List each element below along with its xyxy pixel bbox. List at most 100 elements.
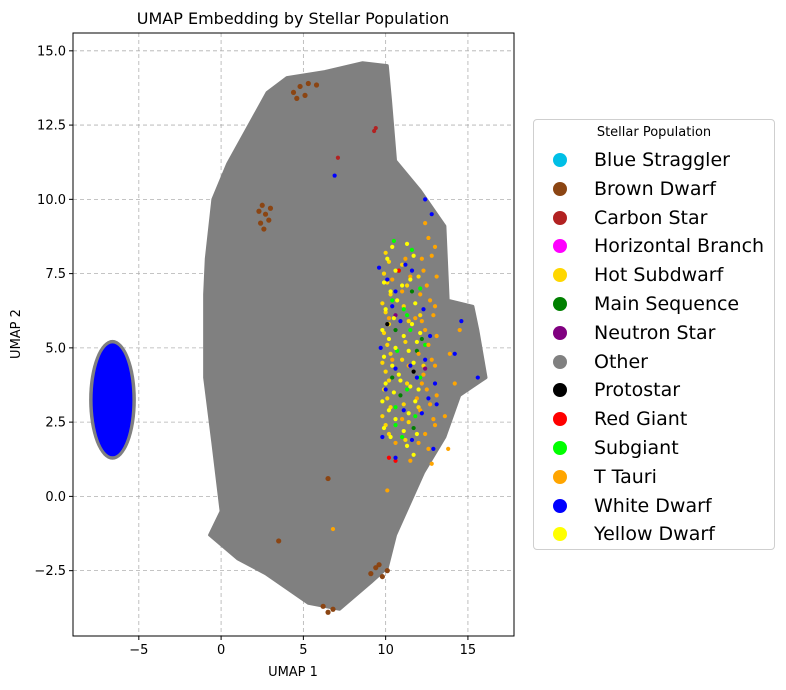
t-tauri-point — [452, 381, 457, 386]
t-tauri-point — [432, 244, 438, 249]
x-axis-ticks: −5 0 5 10 15 — [129, 636, 476, 658]
hot-subdwarf-point — [380, 360, 385, 365]
hot-subdwarf-point — [400, 357, 405, 362]
y-tick-label: 10.0 — [37, 193, 66, 208]
white-dwarf-point — [123, 381, 128, 386]
y-tick-label: −2.5 — [34, 564, 66, 579]
main-sequence-point — [419, 336, 424, 342]
white-dwarf-point — [376, 265, 382, 270]
legend-marker — [553, 297, 567, 311]
legend-marker — [553, 383, 567, 398]
brown-dwarf-point — [257, 220, 264, 226]
main-sequence-point — [409, 289, 415, 294]
hot-subdwarf-point — [404, 381, 410, 386]
hot-subdwarf-point — [416, 274, 421, 279]
yellow-dwarf-point — [390, 363, 395, 368]
t-tauri-point — [390, 357, 395, 362]
legend-marker — [553, 181, 567, 196]
legend-marker — [553, 210, 567, 225]
t-tauri-point — [385, 488, 390, 493]
legend-marker — [553, 498, 567, 513]
t-tauri-point — [390, 277, 395, 282]
t-tauri-point — [446, 446, 451, 451]
x-tick-label: 15 — [460, 643, 477, 658]
yellow-dwarf-point — [386, 408, 392, 413]
brown-dwarf-point — [305, 80, 311, 87]
legend-marker — [553, 239, 567, 254]
y-axis-label: UMAP 2 — [9, 309, 24, 359]
subgiant-point — [393, 422, 398, 428]
white-dwarf-point — [459, 319, 464, 324]
protostar-point — [411, 369, 416, 374]
hot-subdwarf-point — [418, 313, 423, 318]
yellow-dwarf-point — [406, 411, 411, 416]
y-tick-label: 12.5 — [37, 119, 66, 134]
other-cluster-main — [203, 61, 488, 611]
brown-dwarf-point — [325, 475, 331, 482]
t-tauri-point — [424, 283, 429, 288]
hot-subdwarf-point — [403, 339, 408, 345]
legend-marker — [553, 268, 567, 283]
legend-marker — [553, 354, 567, 369]
t-tauri-point — [400, 417, 405, 422]
white-dwarf-point — [475, 375, 480, 380]
white-dwarf-point — [107, 417, 112, 422]
t-tauri-point — [419, 381, 424, 386]
t-tauri-point — [386, 316, 392, 321]
subgiant-point — [401, 307, 406, 312]
legend-item-hot-subdwarf: Hot Subdwarf — [553, 261, 723, 289]
t-tauri-point — [432, 363, 438, 368]
legend-item-yellow-dwarf: Yellow Dwarf — [553, 520, 715, 548]
white-dwarf-point — [110, 431, 115, 437]
hot-subdwarf-point — [406, 319, 411, 324]
yellow-dwarf-point — [385, 256, 390, 261]
white-dwarf-point — [120, 434, 125, 440]
white-dwarf-point — [421, 307, 426, 312]
legend-item-white-dwarf: White Dwarf — [553, 492, 712, 520]
y-tick-label: 2.5 — [45, 416, 66, 431]
legend-marker — [553, 325, 567, 340]
t-tauri-point — [434, 274, 439, 279]
white-dwarf-point — [125, 411, 130, 416]
legend-item-blue-straggler: Blue Straggler — [553, 146, 730, 174]
legend-label: Carbon Star — [594, 206, 708, 229]
hot-subdwarf-point — [404, 283, 410, 288]
legend-marker — [553, 469, 567, 484]
white-dwarf-point — [403, 262, 408, 267]
white-dwarf-point — [383, 387, 388, 392]
y-tick-label: 15.0 — [37, 44, 66, 59]
white-dwarf-point — [105, 381, 110, 386]
yellow-dwarf-point — [411, 253, 416, 258]
yellow-dwarf-point — [393, 345, 398, 350]
white-dwarf-point — [419, 411, 424, 416]
brown-dwarf-point — [276, 538, 282, 544]
hot-subdwarf-point — [380, 414, 385, 419]
legend-item-t-tauri: T Tauri — [553, 463, 657, 491]
subgiant-point — [409, 247, 415, 252]
hot-subdwarf-point — [403, 437, 408, 443]
t-tauri-point — [421, 268, 426, 273]
y-tick-label: 5.0 — [45, 341, 66, 356]
white-dwarf-point — [409, 437, 415, 443]
t-tauri-point — [457, 327, 462, 333]
yellow-dwarf-point — [383, 381, 388, 386]
yellow-dwarf-point — [381, 354, 387, 359]
white-dwarf-point — [393, 455, 398, 460]
white-dwarf-point — [116, 405, 122, 410]
white-dwarf-point — [393, 289, 398, 294]
t-tauri-point — [423, 221, 428, 226]
white-dwarf-point — [414, 375, 420, 380]
legend-label: Yellow Dwarf — [594, 523, 715, 546]
t-tauri-point — [418, 292, 423, 297]
yellow-dwarf-point — [404, 443, 410, 448]
brown-dwarf-point — [267, 205, 274, 211]
subgiant-point — [390, 298, 395, 303]
yellow-dwarf-point — [400, 283, 405, 288]
yellow-dwarf-point — [393, 417, 398, 422]
legend-item-neutron-star: Neutron Star — [553, 319, 715, 347]
yellow-dwarf-point — [408, 277, 413, 282]
y-axis-ticks: −2.5 0.0 2.5 5.0 7.5 10.0 12.5 15.0 — [34, 44, 73, 579]
brown-dwarf-point — [261, 226, 267, 232]
carbon-star-point — [372, 128, 377, 134]
